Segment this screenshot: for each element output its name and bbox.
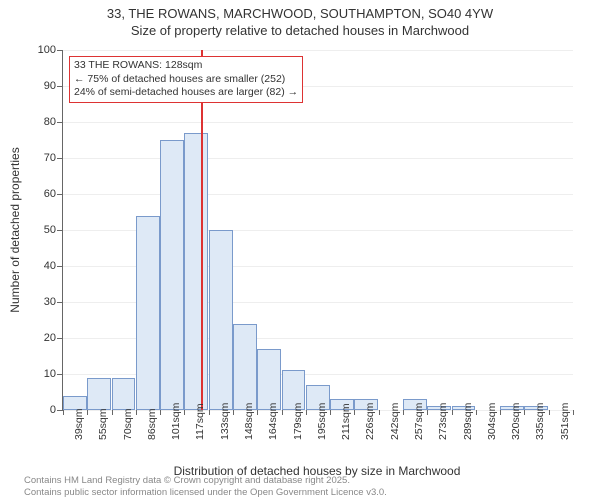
xtick-label: 86sqm: [136, 410, 158, 440]
callout-line1: 33 THE ROWANS: 128sqm: [74, 59, 298, 73]
xtick-label: 351sqm: [549, 410, 571, 440]
xtick-label: 101sqm: [160, 410, 182, 440]
callout-line: [201, 50, 203, 410]
ytick-label: 0: [50, 404, 56, 416]
bar: [160, 140, 184, 410]
bar: [233, 324, 257, 410]
bars-layer: [63, 50, 573, 410]
bar: [184, 133, 208, 410]
footer: Contains HM Land Registry data © Crown c…: [24, 475, 387, 498]
ytick-label: 80: [44, 116, 56, 128]
bar: [257, 349, 281, 410]
xtick-label: 211sqm: [330, 410, 352, 440]
bar: [87, 378, 111, 410]
bar: [209, 230, 233, 410]
xtick-label: 257sqm: [403, 410, 425, 440]
callout-line3: 24% of semi-detached houses are larger (…: [74, 86, 298, 100]
xtick-label: 320sqm: [500, 410, 522, 440]
xtick-label: 70sqm: [112, 410, 134, 440]
xtick-label: 304sqm: [476, 410, 498, 440]
ytick-label: 10: [44, 368, 56, 380]
xtick-label: 335sqm: [524, 410, 546, 440]
callout-box: 33 THE ROWANS: 128sqm ← 75% of detached …: [69, 56, 303, 103]
xtick-label: 55sqm: [87, 410, 109, 440]
y-ticks: 0102030405060708090100: [0, 50, 60, 410]
ytick-label: 40: [44, 260, 56, 272]
bar: [112, 378, 136, 410]
footer-line2: Contains public sector information licen…: [24, 487, 387, 498]
chart-container: 33, THE ROWANS, MARCHWOOD, SOUTHAMPTON, …: [0, 0, 600, 500]
xtick-label: 39sqm: [63, 410, 85, 440]
xtick-label: 148sqm: [233, 410, 255, 440]
ytick-label: 60: [44, 188, 56, 200]
xtick-label: 289sqm: [452, 410, 474, 440]
xtick-label: 133sqm: [209, 410, 231, 440]
bar: [136, 216, 160, 410]
xtick-label: 164sqm: [257, 410, 279, 440]
ytick-label: 30: [44, 296, 56, 308]
xtick-label: 195sqm: [306, 410, 328, 440]
ytick-label: 100: [38, 44, 56, 56]
ytick-label: 70: [44, 152, 56, 164]
title-sub: Size of property relative to detached ho…: [0, 23, 600, 40]
xtick-label: 179sqm: [282, 410, 304, 440]
title-main: 33, THE ROWANS, MARCHWOOD, SOUTHAMPTON, …: [0, 6, 600, 23]
ytick-label: 50: [44, 224, 56, 236]
xtick-label: 273sqm: [427, 410, 449, 440]
xtick-label: 242sqm: [379, 410, 401, 440]
footer-line1: Contains HM Land Registry data © Crown c…: [24, 475, 387, 486]
xtick-mark: [573, 410, 574, 415]
xtick-label: 226sqm: [354, 410, 376, 440]
ytick-label: 90: [44, 80, 56, 92]
callout-line2: ← 75% of detached houses are smaller (25…: [74, 73, 298, 87]
xtick-label: 117sqm: [184, 410, 206, 440]
plot-area: 33 THE ROWANS: 128sqm ← 75% of detached …: [62, 50, 573, 411]
ytick-label: 20: [44, 332, 56, 344]
title-block: 33, THE ROWANS, MARCHWOOD, SOUTHAMPTON, …: [0, 0, 600, 40]
